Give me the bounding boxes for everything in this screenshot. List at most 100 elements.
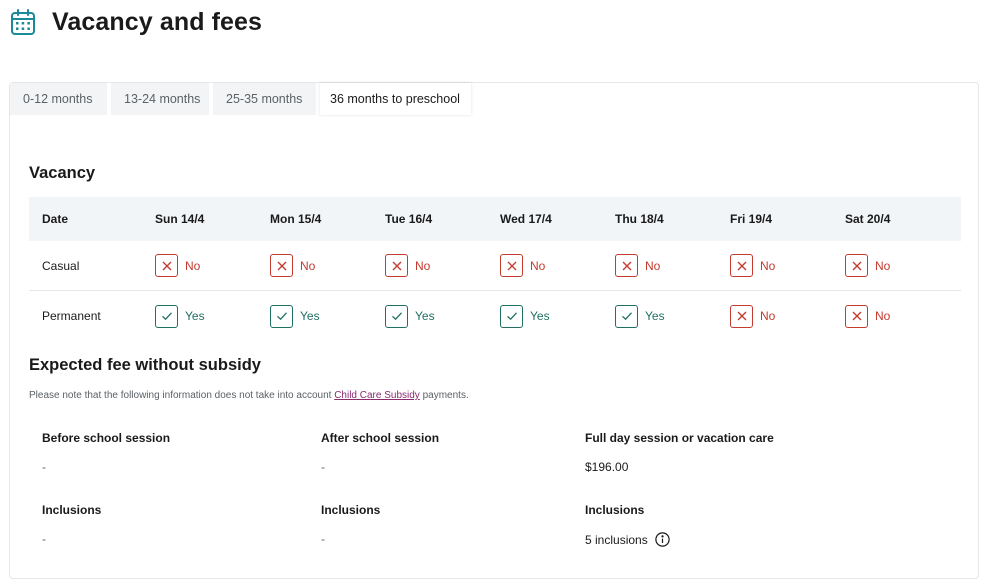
vacancy-cell: No	[500, 254, 615, 277]
after-school-inclusions-value: -	[321, 532, 325, 546]
date-header: Date	[42, 212, 69, 226]
info-icon[interactable]	[655, 532, 670, 547]
vacancy-unavailable: No	[730, 304, 845, 328]
check-box-icon	[385, 304, 408, 328]
close-icon	[737, 311, 746, 321]
vacancy-cell: Yes	[155, 304, 270, 328]
check-icon	[506, 312, 517, 321]
vacancy-unavailable: No	[270, 254, 385, 277]
close-icon	[277, 261, 286, 270]
close-icon	[162, 261, 171, 270]
vacancy-fees-card: 0-12 months 13-24 months 25-35 months 36…	[9, 82, 979, 579]
vacancy-status-text: No	[645, 258, 661, 273]
check-box-icon	[270, 304, 293, 328]
full-day-price: $196.00	[585, 460, 629, 474]
vacancy-unavailable: No	[845, 304, 961, 328]
vacancy-cell: Yes	[500, 304, 615, 328]
vacancy-cell: Yes	[385, 304, 500, 328]
vacancy-status-text: No	[415, 258, 431, 273]
vacancy-unavailable: No	[845, 254, 961, 277]
close-icon	[622, 261, 631, 270]
vacancy-unavailable: No	[155, 254, 270, 277]
cross-box-icon	[270, 254, 293, 277]
vacancy-cell: Yes	[615, 304, 730, 328]
cross-box-icon	[500, 254, 523, 277]
vacancy-available: Yes	[155, 304, 270, 328]
after-school-label: After school session	[321, 431, 440, 445]
subsidy-note: Please note that the following informati…	[29, 390, 469, 401]
vacancy-cell: No	[615, 254, 730, 277]
day-header: Fri 19/4	[730, 212, 773, 226]
vacancy-status-text: No	[185, 258, 201, 273]
child-care-subsidy-link[interactable]: Child Care Subsidy	[334, 390, 420, 401]
vacancy-row-label: Permanent	[42, 309, 101, 323]
vacancy-available: Yes	[615, 304, 730, 328]
close-icon	[507, 261, 516, 270]
tab-0-12-months[interactable]: 0-12 months	[10, 83, 107, 115]
full-day-inclusions: 5 inclusions	[585, 532, 670, 547]
page-header: Vacancy and fees	[10, 6, 262, 38]
note-suffix: payments.	[419, 390, 469, 401]
vacancy-status-text: No	[875, 309, 891, 323]
close-icon	[392, 261, 401, 270]
check-icon	[276, 312, 287, 321]
vacancy-row-label: Casual	[42, 258, 80, 273]
tab-13-24-months[interactable]: 13-24 months	[111, 83, 209, 115]
page-title: Vacancy and fees	[52, 7, 263, 36]
vacancy-row-casual: Casual No No No No No No No	[29, 241, 961, 291]
vacancy-status-text: Yes	[530, 309, 550, 323]
day-header: Sun 14/4	[155, 212, 205, 226]
vacancy-header-row: Date Sun 14/4 Mon 15/4 Tue 16/4 Wed 17/4…	[29, 197, 961, 241]
vacancy-unavailable: No	[730, 254, 845, 277]
vacancy-status-text: Yes	[415, 309, 435, 323]
vacancy-row-permanent: Permanent Yes Yes Yes Yes Yes No No	[29, 291, 961, 341]
check-icon	[391, 312, 402, 321]
vacancy-cell: No	[385, 254, 500, 277]
check-icon	[621, 312, 632, 321]
after-school-value: -	[321, 460, 325, 474]
before-school-value: -	[42, 460, 46, 474]
vacancy-status-text: No	[530, 258, 546, 273]
fee-title: Expected fee without subsidy	[29, 356, 261, 374]
cross-box-icon	[845, 304, 868, 328]
day-header: Wed 17/4	[500, 212, 552, 226]
before-school-inclusions-label: Inclusions	[42, 503, 102, 517]
check-box-icon	[155, 304, 178, 328]
cross-box-icon	[615, 254, 638, 277]
check-box-icon	[615, 304, 638, 328]
check-box-icon	[500, 304, 523, 328]
vacancy-available: Yes	[270, 304, 385, 328]
calendar-icon	[11, 9, 35, 35]
before-school-inclusions-value: -	[42, 532, 46, 546]
day-header: Sat 20/4	[845, 212, 891, 226]
vacancy-status-text: Yes	[185, 309, 205, 323]
close-icon	[852, 261, 861, 270]
vacancy-status-text: Yes	[645, 309, 665, 323]
cross-box-icon	[155, 254, 178, 277]
day-header: Thu 18/4	[615, 212, 664, 226]
vacancy-cell: No	[845, 254, 961, 277]
day-header: Tue 16/4	[385, 212, 433, 226]
cross-box-icon	[385, 254, 408, 277]
vacancy-available: Yes	[385, 304, 500, 328]
vacancy-available: Yes	[500, 304, 615, 328]
full-day-label: Full day session or vacation care	[585, 431, 774, 445]
vacancy-unavailable: No	[500, 254, 615, 277]
vacancy-status-text: No	[760, 258, 776, 273]
close-icon	[852, 311, 861, 321]
vacancy-cell: No	[845, 304, 961, 328]
tab-25-35-months[interactable]: 25-35 months	[213, 83, 316, 115]
inclusions-count: 5 inclusions	[585, 532, 648, 547]
after-school-inclusions-label: Inclusions	[321, 503, 381, 517]
vacancy-status-text: No	[300, 258, 316, 273]
close-icon	[737, 261, 746, 270]
vacancy-cell: No	[270, 254, 385, 277]
vacancy-unavailable: No	[385, 254, 500, 277]
vacancy-cell: Yes	[270, 304, 385, 328]
vacancy-status-text: No	[760, 309, 776, 323]
tab-36-months-to-preschool[interactable]: 36 months to preschool	[320, 83, 471, 115]
check-icon	[161, 312, 172, 321]
vacancy-cell: No	[730, 254, 845, 277]
note-prefix: Please note that the following informati…	[29, 390, 335, 401]
cross-box-icon	[730, 254, 753, 277]
